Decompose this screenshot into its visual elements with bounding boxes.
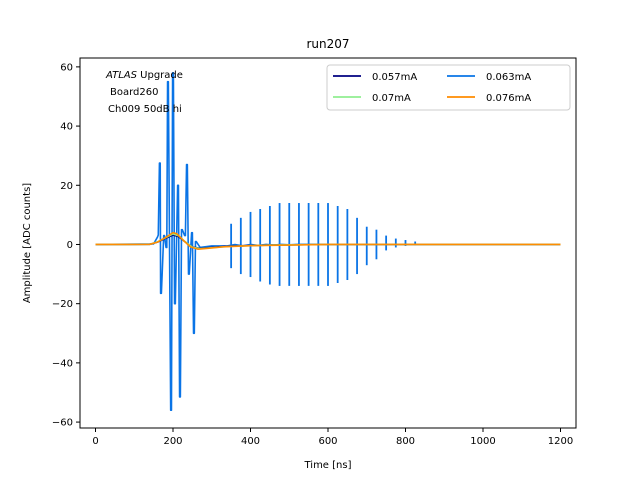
plot-data <box>95 72 561 412</box>
x-tick-label: 400 <box>241 436 260 447</box>
legend-label: 0.057mA <box>372 72 417 83</box>
x-tick-label: 800 <box>396 436 415 447</box>
chart-title: run207 <box>306 37 349 51</box>
x-tick-label: 600 <box>318 436 337 447</box>
legend-box <box>326 64 571 111</box>
y-tick-label: 40 <box>60 122 73 133</box>
y-axis-label: Amplitude [ADC counts] <box>22 183 33 303</box>
y-tick-label: 60 <box>60 62 73 73</box>
annotation-line-3: Ch009 50dB hi <box>108 104 182 115</box>
y-tick-label: 0 <box>67 240 73 251</box>
legend: 0.057mA 0.063mA 0.07mA 0.076mA <box>326 64 571 111</box>
x-tick-label: 1200 <box>548 436 573 447</box>
x-tick-label: 0 <box>92 436 98 447</box>
legend-label: 0.063mA <box>486 72 531 83</box>
x-axis-label: Time [ns] <box>303 460 351 471</box>
y-tick-label: 20 <box>60 181 73 192</box>
legend-label: 0.07mA <box>372 93 411 104</box>
annotation-upgrade: Upgrade <box>137 70 183 81</box>
x-tick-label: 200 <box>163 436 182 447</box>
annotation-atlas: ATLAS <box>105 70 138 81</box>
axis-ticks: 0 200 400 600 800 1000 1200 −60 −40 −20 0 20 40 60 <box>52 62 573 447</box>
y-tick-label: −60 <box>52 418 73 429</box>
annotation-line-2: Board260 <box>110 87 158 98</box>
series-line-0.076mA <box>95 231 561 251</box>
legend-label: 0.076mA <box>486 93 531 104</box>
y-tick-label: −20 <box>52 299 73 310</box>
y-tick-label: −40 <box>52 358 73 369</box>
annotation: ATLAS Upgrade Board260 Ch009 50dB hi <box>105 70 183 115</box>
x-tick-label: 1000 <box>470 436 495 447</box>
annotation-line-1: ATLAS Upgrade <box>105 70 183 81</box>
legend-items: 0.057mA 0.063mA 0.07mA 0.076mA <box>333 72 531 104</box>
